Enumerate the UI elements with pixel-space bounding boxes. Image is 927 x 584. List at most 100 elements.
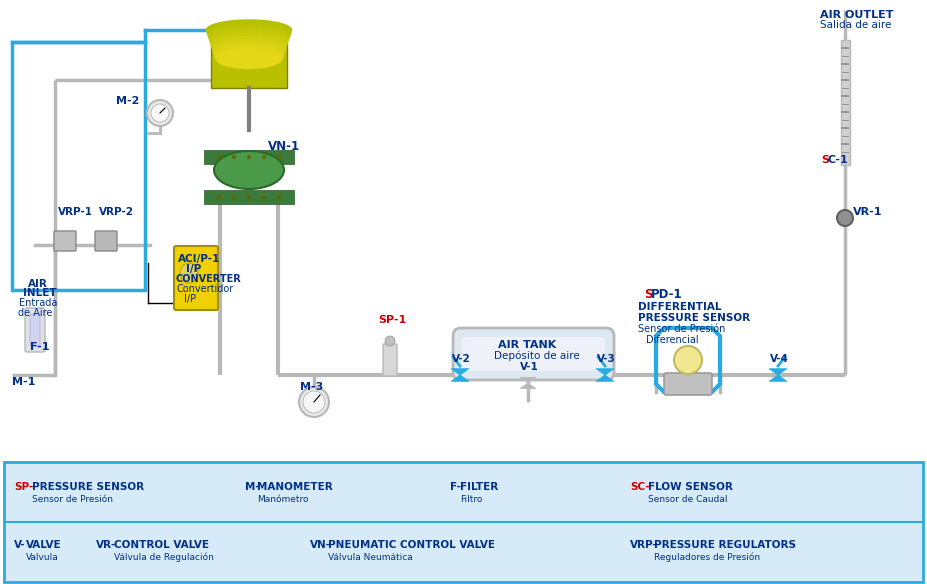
Ellipse shape [207, 20, 291, 40]
Text: Convertidor: Convertidor [177, 284, 235, 294]
Text: Manómetro: Manómetro [257, 495, 309, 503]
Text: VRP-: VRP- [630, 540, 658, 550]
Ellipse shape [210, 29, 288, 49]
Circle shape [217, 155, 221, 159]
Text: VN-1: VN-1 [268, 140, 300, 153]
Text: PRESSURE SENSOR: PRESSURE SENSOR [32, 482, 144, 492]
Ellipse shape [212, 38, 286, 58]
Text: ACI/P-1: ACI/P-1 [178, 254, 221, 264]
Text: Válvula Neumática: Válvula Neumática [328, 552, 413, 561]
Text: Diferencial: Diferencial [646, 335, 699, 345]
Polygon shape [451, 369, 469, 375]
Circle shape [217, 195, 221, 199]
Text: DIFFERENTIAL: DIFFERENTIAL [638, 302, 721, 312]
Text: VALVE: VALVE [26, 540, 61, 550]
Circle shape [277, 195, 281, 199]
Text: PNEUMATIC CONTROL VALVE: PNEUMATIC CONTROL VALVE [328, 540, 495, 550]
Text: MANOMETER: MANOMETER [257, 482, 333, 492]
Text: SP-: SP- [14, 482, 33, 492]
Text: VRP-1: VRP-1 [58, 207, 93, 217]
Circle shape [247, 155, 251, 159]
Text: Filtro: Filtro [460, 495, 482, 503]
FancyBboxPatch shape [174, 246, 218, 310]
FancyBboxPatch shape [4, 462, 923, 582]
Polygon shape [596, 375, 614, 381]
Circle shape [262, 155, 266, 159]
Ellipse shape [214, 44, 284, 64]
Ellipse shape [214, 43, 284, 62]
Text: CONVERTER: CONVERTER [176, 274, 242, 284]
FancyBboxPatch shape [54, 231, 76, 251]
Text: Entrada: Entrada [19, 298, 57, 308]
Bar [204, 150, 294, 164]
Text: I/P: I/P [186, 264, 201, 274]
Text: F-1: F-1 [30, 342, 49, 352]
FancyBboxPatch shape [453, 328, 614, 380]
FancyBboxPatch shape [95, 231, 117, 251]
Text: M-3: M-3 [300, 382, 324, 392]
Text: AIR: AIR [28, 279, 48, 289]
Ellipse shape [208, 23, 290, 43]
Circle shape [147, 100, 173, 126]
Text: PRESSURE REGULATORS: PRESSURE REGULATORS [654, 540, 796, 550]
Text: V-3: V-3 [597, 354, 616, 364]
Text: FILTER: FILTER [460, 482, 498, 492]
Circle shape [232, 195, 236, 199]
Ellipse shape [210, 32, 287, 52]
Ellipse shape [207, 22, 291, 41]
FancyBboxPatch shape [383, 344, 397, 376]
Polygon shape [520, 377, 536, 383]
Ellipse shape [209, 27, 289, 47]
Ellipse shape [211, 33, 287, 54]
Text: Reguladores de Presión: Reguladores de Presión [654, 552, 760, 562]
Text: FLOW SENSOR: FLOW SENSOR [648, 482, 733, 492]
Text: Sensor de Caudal: Sensor de Caudal [648, 495, 728, 503]
Ellipse shape [214, 151, 284, 189]
FancyBboxPatch shape [462, 337, 605, 371]
Polygon shape [451, 375, 469, 381]
Text: C-1: C-1 [828, 155, 849, 165]
Ellipse shape [211, 35, 286, 55]
Text: Valvula: Valvula [26, 552, 58, 561]
Circle shape [277, 155, 281, 159]
Circle shape [299, 387, 329, 417]
Text: S: S [821, 155, 829, 165]
Bar [841, 40, 850, 165]
Text: Sensor de Presión: Sensor de Presión [638, 324, 725, 334]
Text: M-1: M-1 [12, 377, 35, 387]
Circle shape [151, 104, 169, 122]
FancyBboxPatch shape [211, 43, 287, 88]
Text: de Aire: de Aire [18, 308, 52, 318]
FancyBboxPatch shape [664, 373, 712, 395]
Circle shape [674, 346, 702, 374]
Text: Sensor de Presión: Sensor de Presión [32, 495, 113, 503]
Text: V-1: V-1 [520, 362, 539, 372]
Ellipse shape [209, 26, 289, 46]
Text: VR-: VR- [96, 540, 116, 550]
Polygon shape [769, 369, 787, 375]
Text: VN-: VN- [310, 540, 331, 550]
Ellipse shape [180, 263, 198, 283]
Circle shape [837, 210, 853, 226]
Ellipse shape [212, 36, 286, 57]
Ellipse shape [210, 30, 288, 50]
Text: SC-: SC- [630, 482, 650, 492]
Ellipse shape [385, 336, 395, 346]
Text: SP-1: SP-1 [378, 315, 406, 325]
Circle shape [232, 155, 236, 159]
Text: AIR OUTLET: AIR OUTLET [820, 10, 894, 20]
Circle shape [262, 195, 266, 199]
Bar [204, 190, 294, 204]
Polygon shape [520, 383, 536, 388]
Text: V-2: V-2 [452, 354, 471, 364]
Ellipse shape [215, 47, 283, 67]
Text: Salida de aire: Salida de aire [820, 20, 892, 30]
Ellipse shape [208, 25, 290, 44]
Text: VR-1: VR-1 [853, 207, 883, 217]
Text: AIR TANK: AIR TANK [498, 340, 556, 350]
Polygon shape [769, 375, 787, 381]
Polygon shape [596, 369, 614, 375]
Ellipse shape [213, 40, 285, 60]
Text: CONTROL VALVE: CONTROL VALVE [114, 540, 209, 550]
Ellipse shape [216, 48, 282, 68]
